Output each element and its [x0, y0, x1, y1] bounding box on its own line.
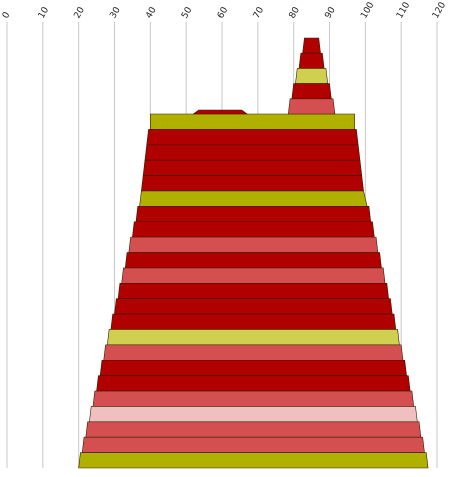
x-tick-label: 60 [216, 5, 231, 20]
x-tick-label: 20 [73, 5, 88, 20]
main-band-18 [92, 390, 415, 407]
x-tick-label: 80 [288, 5, 303, 20]
x-tick-label: 110 [395, 0, 412, 20]
main-band-7 [132, 221, 375, 238]
main-band-19 [89, 406, 418, 423]
main-band-17 [96, 375, 411, 392]
peak-band-2 [295, 68, 329, 84]
main-band-14 [106, 329, 400, 346]
top-cap [192, 109, 248, 115]
main-band-15 [103, 344, 404, 361]
x-tick-label: 120 [431, 0, 448, 20]
peak-band-stack [287, 37, 336, 115]
main-band-13 [110, 313, 397, 330]
x-tick-label: 40 [144, 5, 159, 20]
main-band-stack [78, 113, 429, 469]
main-band-21 [81, 436, 425, 453]
x-tick-label: 100 [359, 0, 376, 20]
main-band-6 [135, 206, 372, 223]
x-tick-label: 30 [108, 5, 123, 20]
main-band-11 [117, 283, 389, 299]
main-band-12 [114, 298, 393, 315]
main-band-10 [121, 267, 386, 284]
main-band-4 [141, 175, 364, 192]
x-tick-label: 90 [323, 5, 338, 20]
x-tick-label: 70 [252, 5, 267, 20]
main-band-2 [144, 144, 361, 161]
peak-band-3 [291, 83, 332, 100]
main-band-5 [139, 190, 368, 207]
peak-band-0 [302, 37, 321, 54]
x-tick-label: 0 [1, 10, 13, 20]
x-tick-label: 10 [37, 5, 52, 20]
main-band-16 [99, 359, 407, 376]
x-tick-labels: 0 10 20 30 40 50 60 70 80 90 100 110 120 [1, 0, 448, 20]
peak-band-4 [287, 98, 336, 115]
top-cap-band [192, 109, 248, 115]
main-band-1 [146, 129, 359, 146]
main-band-8 [128, 236, 379, 253]
main-band-0 [150, 113, 355, 130]
main-band-22 [78, 452, 429, 469]
main-band-3 [142, 159, 363, 176]
peak-band-1 [298, 52, 325, 69]
main-band-9 [124, 252, 382, 269]
x-tick-label: 50 [180, 5, 195, 20]
main-band-20 [85, 421, 422, 438]
